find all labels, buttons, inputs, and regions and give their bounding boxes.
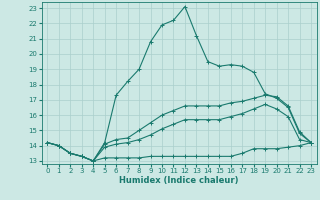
X-axis label: Humidex (Indice chaleur): Humidex (Indice chaleur) (119, 176, 239, 185)
